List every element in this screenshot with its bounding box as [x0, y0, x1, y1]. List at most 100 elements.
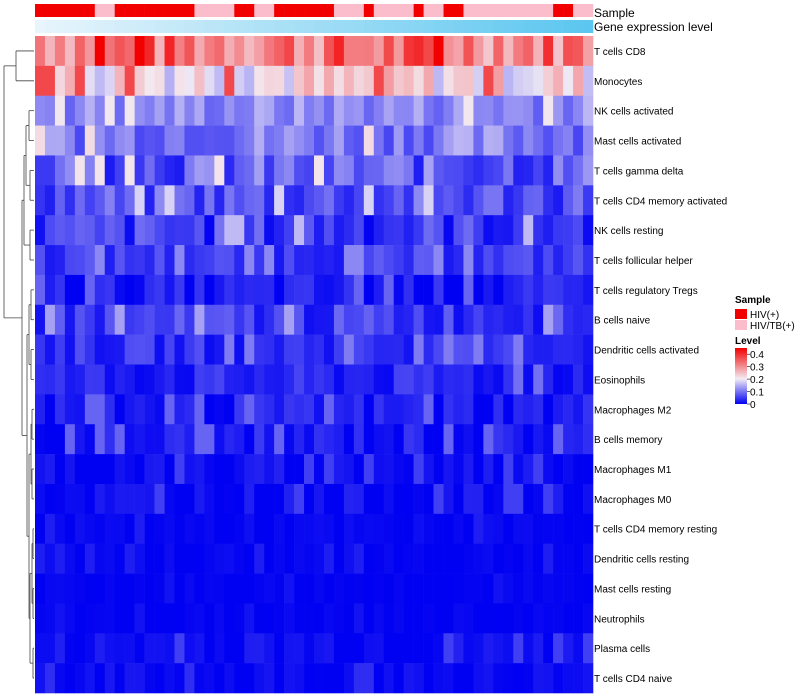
row-label: Plasma cells — [594, 644, 650, 655]
heatmap-cell — [343, 424, 355, 455]
sample-annotation-cell — [264, 4, 275, 17]
heatmap-cell — [164, 245, 175, 276]
heatmap-cell — [383, 454, 395, 485]
legend-swatch-hiv — [735, 309, 747, 319]
heatmap-cell — [383, 334, 395, 365]
heatmap-cell — [573, 663, 584, 694]
heatmap-cell — [134, 125, 145, 156]
heatmap-cell — [483, 394, 494, 425]
heatmap-cell — [164, 215, 175, 246]
heatmap-cell — [114, 513, 125, 544]
heatmap-cell — [294, 304, 305, 335]
heatmap-cell — [274, 65, 285, 97]
heatmap-cell — [443, 36, 454, 67]
heatmap-cell — [533, 304, 544, 335]
heatmap-cell — [134, 394, 145, 425]
heatmap-cell — [84, 513, 96, 544]
heatmap-cell — [314, 394, 325, 425]
heatmap-cell — [234, 543, 245, 574]
heatmap-cell — [383, 215, 395, 246]
heatmap-cell — [453, 394, 464, 425]
heatmap-cell — [274, 155, 285, 186]
heatmap-cell — [74, 304, 86, 335]
heatmap-cell — [154, 543, 165, 574]
heatmap-cell — [254, 424, 265, 455]
heatmap-cell — [493, 36, 504, 67]
heatmap-cell — [194, 424, 205, 455]
heatmap-cell — [244, 633, 255, 664]
heatmap-cell — [453, 454, 464, 485]
heatmap-cell — [314, 215, 325, 246]
heatmap-cell — [194, 215, 205, 246]
sample-annotation-cell — [463, 4, 474, 17]
heatmap-cell — [393, 454, 404, 485]
heatmap-cell — [174, 424, 185, 455]
heatmap-cell — [284, 543, 295, 574]
heatmap-cell — [284, 215, 295, 246]
heatmap-cell — [463, 663, 474, 694]
heatmap-cell — [314, 424, 325, 455]
heatmap-cell — [184, 513, 195, 544]
heatmap-cell — [314, 364, 325, 395]
heatmap-cell — [54, 334, 66, 365]
sample-annotation-cell — [553, 4, 564, 17]
heatmap-cell — [443, 95, 454, 126]
heatmap-cell — [224, 603, 235, 634]
heatmap-cell — [483, 513, 494, 544]
heatmap-cell — [333, 155, 345, 186]
heatmap-cell — [533, 394, 544, 425]
heatmap-cell — [533, 185, 544, 216]
heatmap-cell — [134, 155, 145, 186]
heatmap-cell — [413, 334, 424, 365]
heatmap-cell — [343, 513, 355, 544]
heatmap-cell — [284, 304, 295, 335]
heatmap-cell — [144, 424, 155, 455]
heatmap-cell — [543, 36, 554, 67]
heatmap-cell — [503, 245, 514, 276]
heatmap-cell — [393, 603, 404, 634]
heatmap-cell — [194, 364, 205, 395]
heatmap-cell — [44, 394, 56, 425]
heatmap-cell — [433, 36, 444, 67]
heatmap-cell — [493, 483, 504, 515]
heatmap-cell — [54, 125, 66, 156]
heatmap-cell — [413, 483, 424, 515]
sample-annotation-cell — [353, 4, 365, 17]
heatmap-cell — [284, 424, 295, 455]
heatmap-cell — [383, 95, 395, 126]
expression-annotation-cell — [54, 20, 66, 33]
heatmap-cell — [134, 483, 145, 515]
heatmap-cell — [563, 274, 574, 306]
heatmap-cell — [363, 245, 375, 276]
heatmap-cell — [553, 513, 564, 544]
heatmap-cell — [284, 364, 295, 395]
heatmap-cell — [393, 215, 404, 246]
heatmap-cell — [44, 95, 56, 126]
heatmap-cell — [204, 304, 215, 335]
heatmap-cell — [573, 543, 584, 574]
heatmap-cell — [144, 125, 155, 156]
heatmap-cell — [413, 274, 424, 306]
heatmap-cell — [244, 95, 255, 126]
heatmap-cell — [473, 334, 484, 365]
heatmap-cell — [244, 36, 255, 67]
heatmap-cell — [214, 36, 225, 67]
heatmap-cell — [383, 304, 395, 335]
expression-annotation-cell — [323, 20, 335, 33]
row-label: T cells gamma delta — [594, 166, 684, 177]
heatmap-cell — [204, 633, 215, 664]
heatmap-cell — [74, 633, 86, 664]
sample-annotation-cell — [284, 4, 295, 17]
row-label: T cells CD4 naive — [594, 674, 673, 685]
heatmap-cell — [393, 245, 404, 276]
heatmap-cell — [274, 633, 285, 664]
heatmap-cell — [323, 513, 335, 544]
heatmap-cell — [333, 334, 345, 365]
heatmap-cell — [463, 95, 474, 126]
heatmap-cell — [353, 245, 365, 276]
heatmap-cell — [304, 663, 315, 694]
sample-annotation-cell — [314, 4, 325, 17]
heatmap-cell — [343, 125, 355, 156]
expression-annotation-cell — [573, 20, 584, 33]
heatmap-cell — [274, 543, 285, 574]
